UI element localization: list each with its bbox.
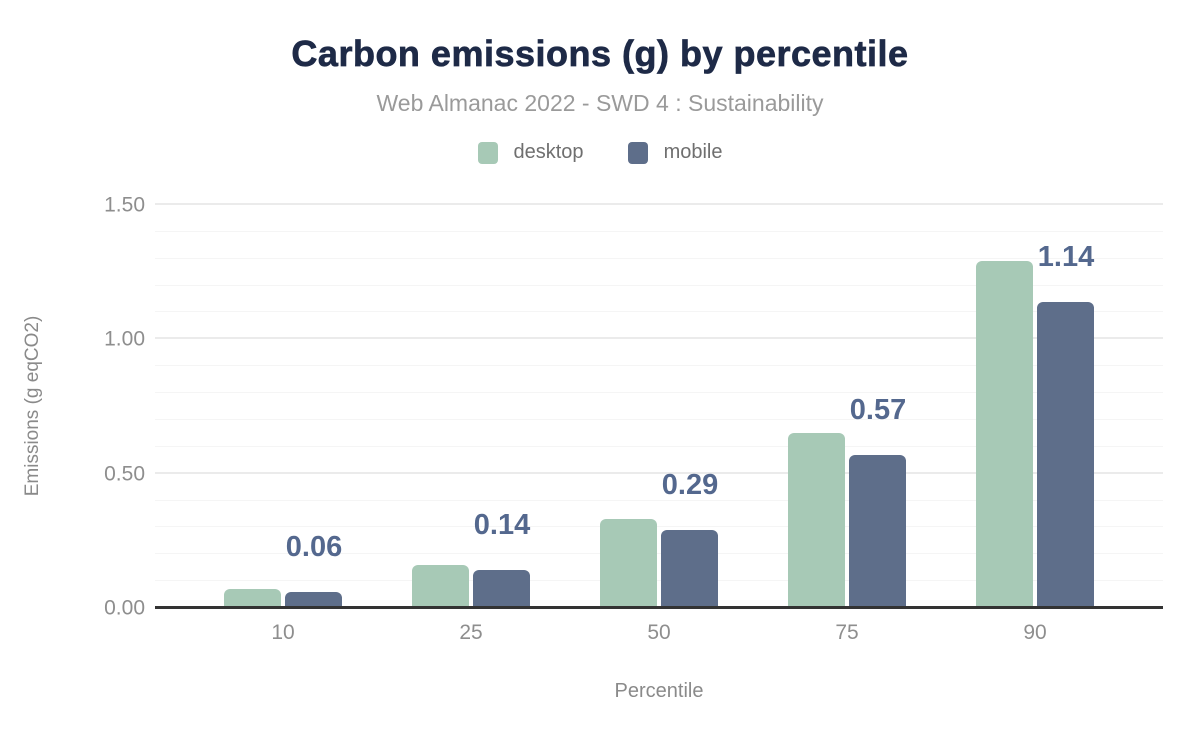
x-axis-title: Percentile bbox=[614, 680, 704, 702]
x-tick-label: 25 bbox=[459, 621, 483, 644]
x-tick-label: 90 bbox=[1023, 621, 1047, 644]
gridline-minor bbox=[155, 526, 1163, 528]
gridline-major bbox=[155, 471, 1163, 474]
legend-swatch-desktop bbox=[477, 141, 498, 164]
bar-group-90: 1.14 bbox=[941, 205, 1129, 608]
gridline-minor bbox=[155, 445, 1163, 447]
bar-desktop-50 bbox=[600, 519, 657, 608]
gridline-minor bbox=[155, 499, 1163, 501]
x-tick-label: 75 bbox=[835, 621, 859, 644]
x-axis-ticks: 10 25 50 75 90 bbox=[189, 621, 1129, 645]
legend-item-desktop: desktop bbox=[477, 141, 584, 164]
bar-desktop-75 bbox=[788, 433, 845, 608]
gridline-minor bbox=[155, 365, 1163, 367]
legend-swatch-mobile bbox=[627, 141, 648, 164]
bar-mobile-25 bbox=[473, 570, 530, 608]
bar-mobile-50 bbox=[661, 530, 718, 608]
bar-group-75: 0.57 bbox=[753, 205, 941, 608]
plot-area: 0.06 0.14 0.29 0.57 1.14 bbox=[155, 203, 1163, 609]
chart-subtitle: Web Almanac 2022 - SWD 4 : Sustainabilit… bbox=[376, 90, 824, 116]
bar-desktop-90 bbox=[976, 261, 1033, 608]
bar-group-10: 0.06 bbox=[189, 205, 377, 608]
bar-value-label: 0.14 bbox=[473, 509, 531, 542]
y-tick-label: 1.50 bbox=[104, 193, 145, 217]
gridline-minor bbox=[155, 284, 1163, 286]
gridline-minor bbox=[155, 418, 1163, 420]
bar-groups: 0.06 0.14 0.29 0.57 1.14 bbox=[189, 205, 1129, 608]
bar-mobile-90 bbox=[1037, 301, 1094, 608]
bar-value-label: 0.06 bbox=[285, 530, 343, 563]
y-tick-label: 1.00 bbox=[104, 327, 145, 351]
gridline-major bbox=[155, 337, 1163, 340]
bar-value-label: 0.57 bbox=[849, 393, 907, 426]
gridline-minor bbox=[155, 257, 1163, 259]
y-axis-ticks: 0.00 0.50 1.00 1.50 bbox=[0, 195, 145, 619]
bar-desktop-10 bbox=[224, 589, 281, 608]
gridline-minor bbox=[155, 230, 1163, 232]
chart-title: Carbon emissions (g) by percentile bbox=[291, 33, 909, 75]
y-tick-label: 0.00 bbox=[104, 596, 145, 620]
bar-desktop-25 bbox=[412, 565, 469, 608]
gridline-minor bbox=[155, 553, 1163, 555]
bar-mobile-10 bbox=[285, 591, 342, 608]
gridline-major bbox=[155, 203, 1163, 205]
bar-group-50: 0.29 bbox=[565, 205, 753, 608]
gridline-minor bbox=[155, 392, 1163, 394]
bar-mobile-75 bbox=[849, 454, 906, 608]
gridline-minor bbox=[155, 580, 1163, 582]
legend: desktop mobile bbox=[0, 141, 1200, 164]
x-tick-label: 50 bbox=[647, 621, 671, 644]
x-axis-baseline bbox=[155, 606, 1163, 609]
x-tick-label: 10 bbox=[271, 621, 295, 644]
gridline-minor bbox=[155, 311, 1163, 313]
y-tick-label: 0.50 bbox=[104, 462, 145, 486]
bar-group-25: 0.14 bbox=[377, 205, 565, 608]
bar-value-label: 0.29 bbox=[661, 469, 719, 502]
legend-label: mobile bbox=[663, 141, 723, 163]
bar-value-label: 1.14 bbox=[1037, 240, 1095, 273]
legend-label: desktop bbox=[513, 141, 584, 163]
legend-item-mobile: mobile bbox=[627, 141, 723, 164]
